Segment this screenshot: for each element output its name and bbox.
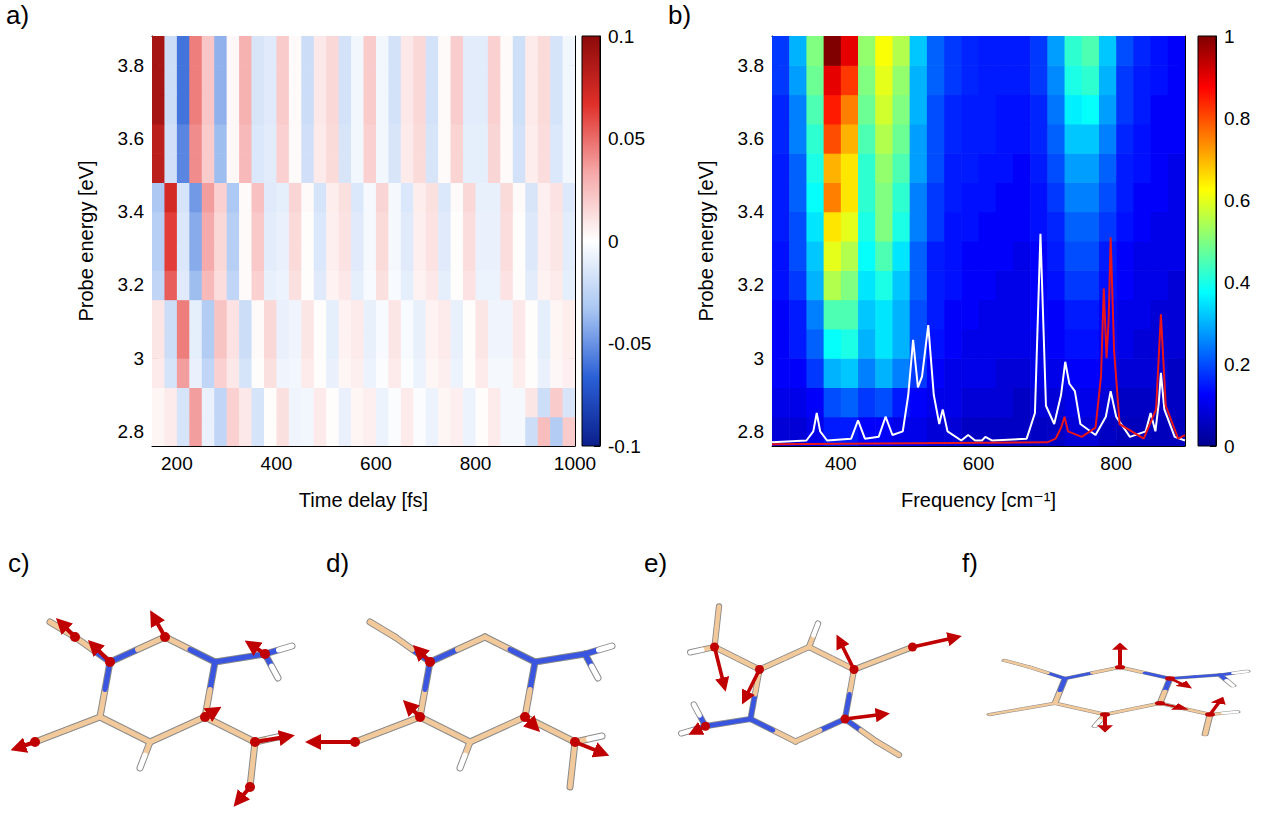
svg-text:a): a)	[6, 0, 29, 30]
svg-text:Time delay [fs]: Time delay [fs]	[299, 489, 428, 511]
svg-text:1: 1	[1224, 26, 1235, 47]
svg-text:b): b)	[668, 0, 691, 30]
svg-text:2.8: 2.8	[118, 421, 144, 442]
svg-text:200: 200	[161, 453, 193, 474]
svg-text:800: 800	[1100, 453, 1132, 474]
svg-text:1000: 1000	[554, 453, 596, 474]
svg-text:0.1: 0.1	[608, 26, 634, 47]
svg-text:0.2: 0.2	[1224, 354, 1250, 375]
svg-text:3: 3	[133, 348, 144, 369]
svg-text:Probe energy [eV]: Probe energy [eV]	[695, 160, 717, 321]
svg-text:2.8: 2.8	[738, 421, 764, 442]
svg-text:0.4: 0.4	[1224, 272, 1251, 293]
svg-text:0: 0	[1224, 436, 1235, 457]
svg-text:600: 600	[963, 453, 995, 474]
svg-text:0.05: 0.05	[608, 128, 645, 149]
svg-text:-0.05: -0.05	[608, 333, 651, 354]
svg-text:f): f)	[962, 548, 978, 578]
svg-text:3.2: 3.2	[738, 274, 764, 295]
svg-text:3: 3	[753, 348, 764, 369]
svg-text:3.4: 3.4	[118, 201, 145, 222]
svg-text:3.2: 3.2	[118, 274, 144, 295]
svg-text:c): c)	[8, 548, 30, 578]
svg-text:e): e)	[644, 548, 667, 578]
svg-text:400: 400	[825, 453, 857, 474]
svg-text:3.8: 3.8	[118, 55, 144, 76]
svg-text:3.4: 3.4	[738, 201, 765, 222]
svg-text:600: 600	[360, 453, 392, 474]
svg-text:800: 800	[460, 453, 492, 474]
svg-text:-0.1: -0.1	[608, 436, 641, 457]
svg-text:0.6: 0.6	[1224, 190, 1250, 211]
svg-text:d): d)	[326, 548, 349, 578]
svg-text:3.6: 3.6	[738, 128, 764, 149]
svg-text:3.8: 3.8	[738, 55, 764, 76]
svg-text:0.8: 0.8	[1224, 108, 1250, 129]
svg-text:Frequency [cm⁻¹]: Frequency [cm⁻¹]	[901, 489, 1056, 511]
svg-text:Probe energy [eV]: Probe energy [eV]	[75, 160, 97, 321]
svg-text:3.6: 3.6	[118, 128, 144, 149]
svg-text:0: 0	[608, 231, 619, 252]
svg-text:400: 400	[261, 453, 293, 474]
